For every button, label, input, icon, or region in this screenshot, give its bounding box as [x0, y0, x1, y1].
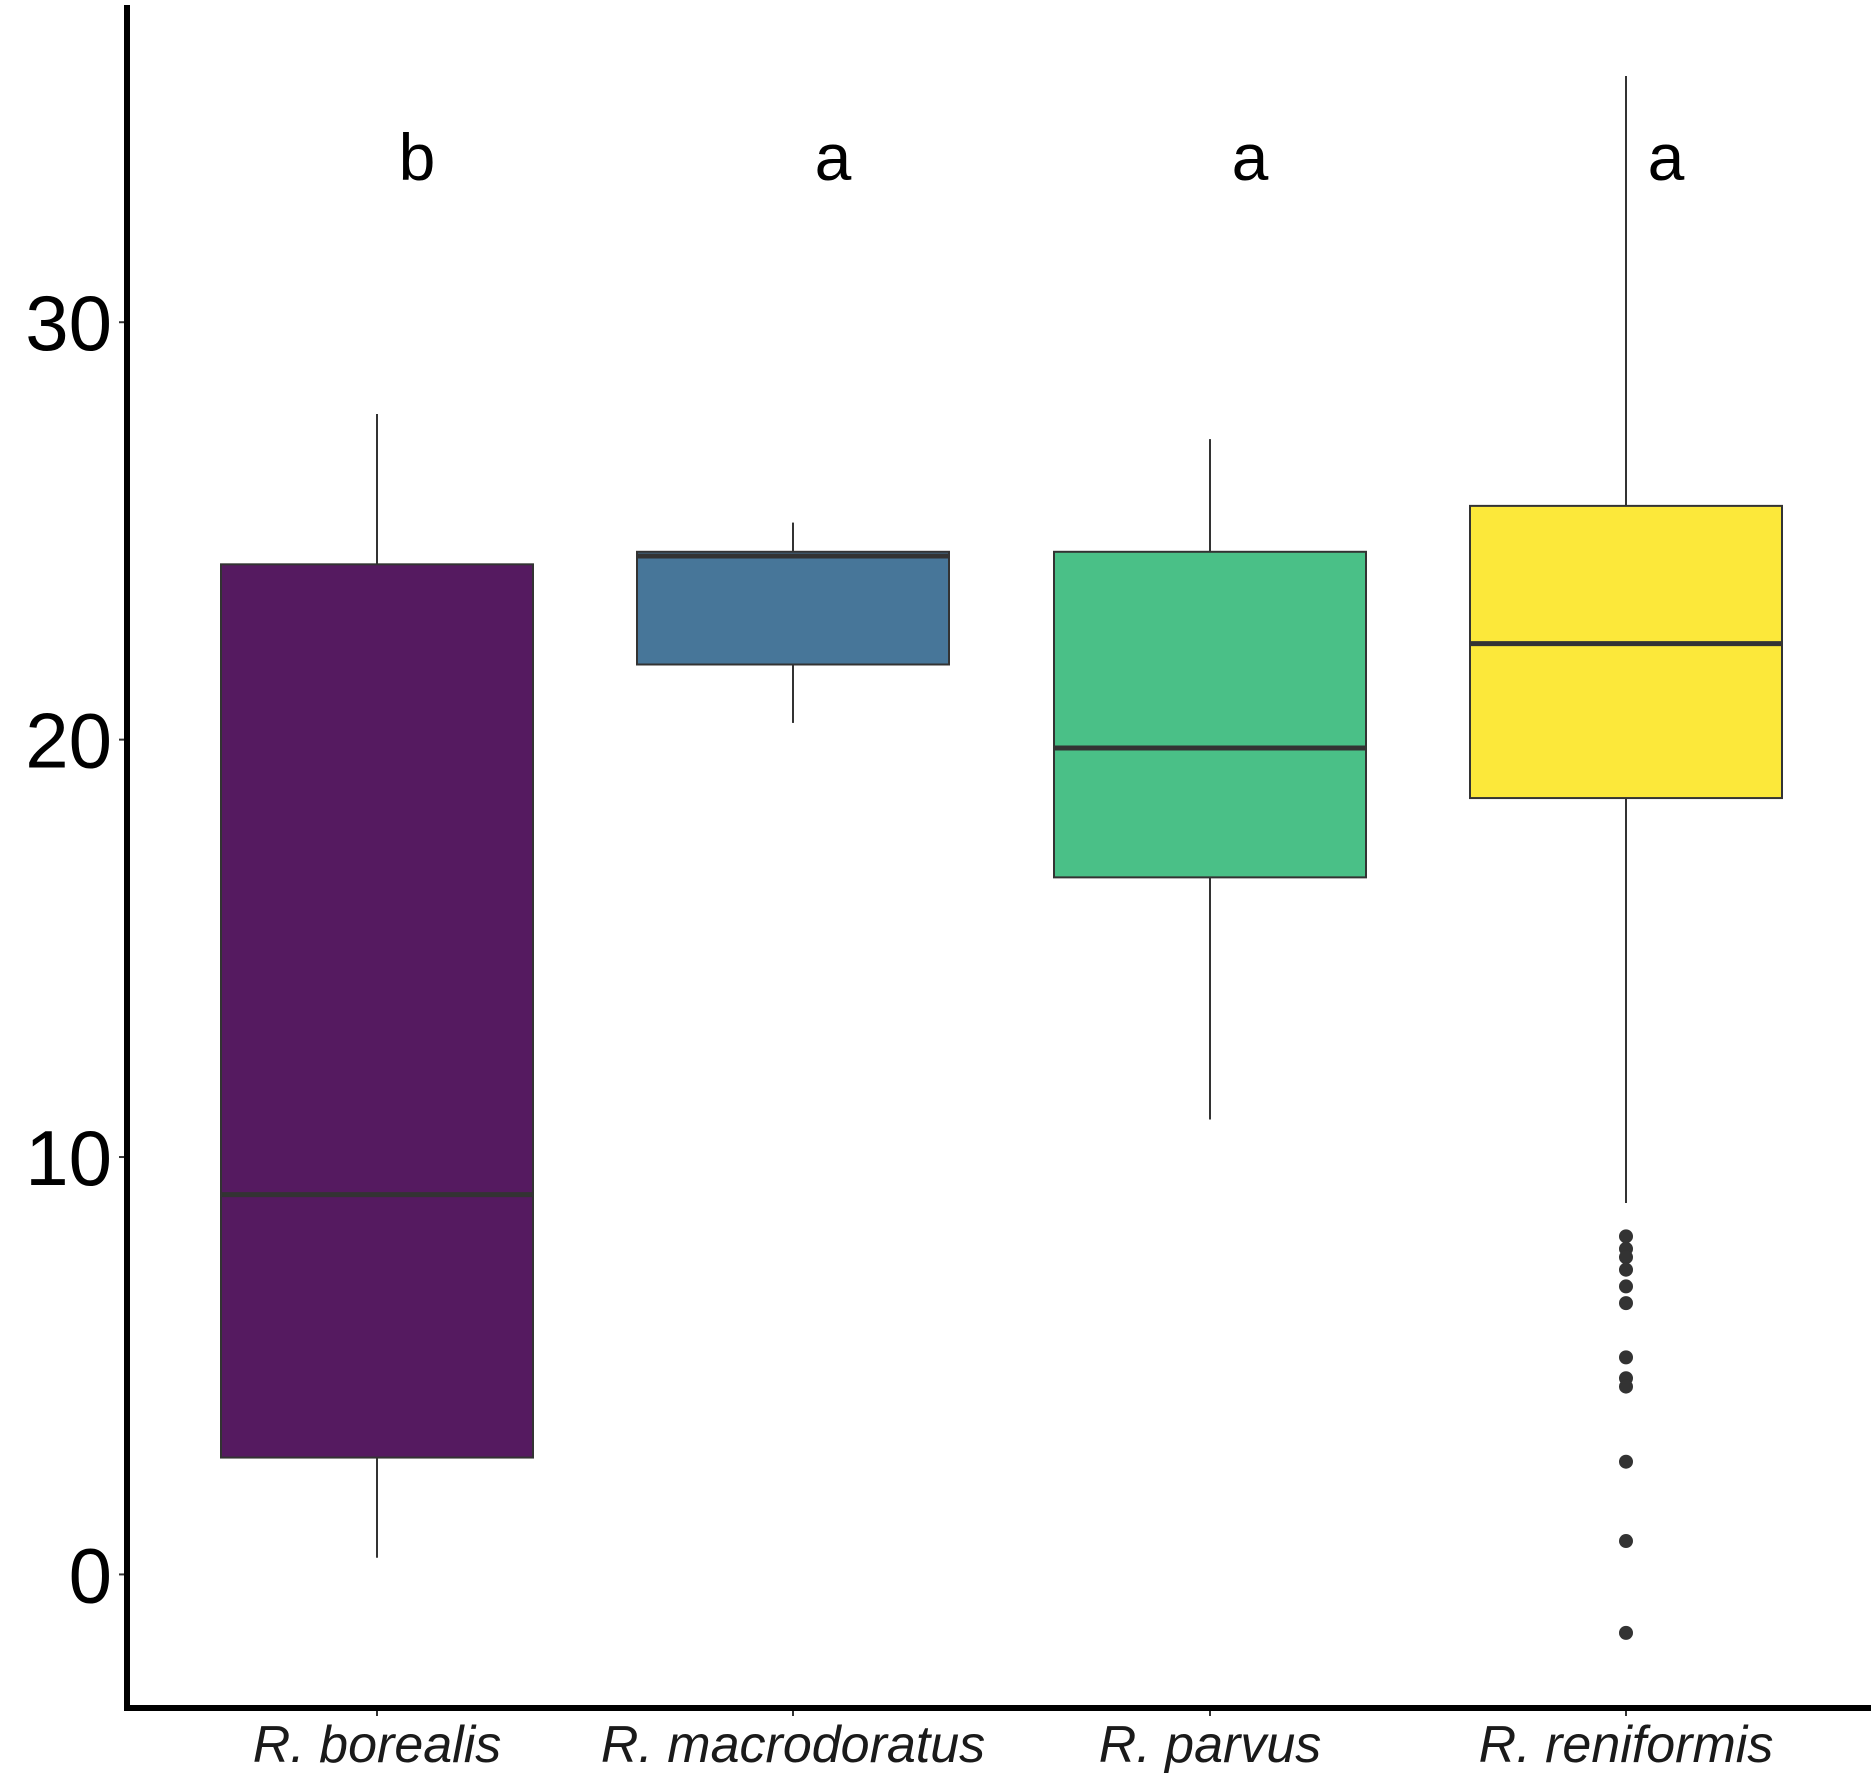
outlier-point — [1619, 1350, 1633, 1365]
box-group — [636, 522, 950, 723]
outlier-point — [1619, 1625, 1633, 1640]
x-tick-label: R. macrodoratus — [601, 1716, 985, 1774]
y-tick-label: 20 — [25, 697, 112, 785]
outlier-point — [1619, 1262, 1633, 1277]
y-axis-ticks: 0 10 20 30 — [25, 279, 127, 1619]
boxes — [220, 75, 1783, 1640]
outlier-point — [1619, 1250, 1633, 1265]
significance-letter: a — [1232, 120, 1269, 194]
y-tick-label: 30 — [25, 279, 112, 367]
box-body — [1053, 550, 1367, 879]
y-tick-label: 0 — [69, 1531, 112, 1619]
significance-letter: b — [399, 120, 436, 194]
box-group — [1469, 75, 1783, 1640]
box-group — [1053, 439, 1367, 1120]
y-tick-label: 10 — [25, 1114, 112, 1202]
box-body — [636, 550, 950, 666]
outlier-point — [1619, 1296, 1633, 1311]
outlier-point — [1619, 1279, 1633, 1294]
x-tick-label: R. parvus — [1099, 1716, 1322, 1774]
significance-letter: a — [1648, 120, 1685, 194]
outlier-point — [1619, 1379, 1633, 1394]
outlier-point — [1619, 1229, 1633, 1244]
box-body — [1469, 504, 1783, 800]
significance-letter: a — [815, 120, 852, 194]
outlier-point — [1619, 1454, 1633, 1469]
box-group — [220, 414, 534, 1558]
x-tick-label: R. borealis — [253, 1716, 502, 1774]
x-tick-label: R. reniformis — [1479, 1716, 1774, 1774]
x-axis-ticks: R. borealis R. macrodoratus R. parvus R. re… — [253, 1708, 1774, 1774]
box-body — [220, 563, 534, 1459]
outlier-point — [1619, 1534, 1633, 1549]
